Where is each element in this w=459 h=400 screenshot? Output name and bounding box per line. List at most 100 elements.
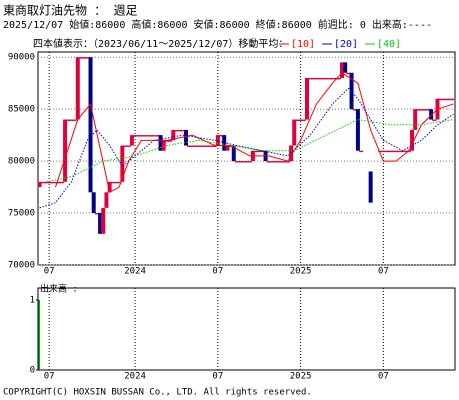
- candle: [285, 161, 290, 163]
- candle: [82, 57, 87, 59]
- candle: [136, 135, 141, 137]
- candle: [212, 145, 217, 147]
- y-tick-label: 90000: [8, 53, 35, 63]
- candle: [260, 150, 265, 153]
- candle: [387, 150, 392, 153]
- candle: [78, 57, 83, 59]
- candle: [107, 181, 112, 193]
- candle: [63, 119, 68, 182]
- candle: [206, 145, 211, 147]
- y-tick-label: 80000: [8, 157, 35, 167]
- candle: [91, 192, 96, 214]
- candle: [139, 135, 144, 137]
- candle: [390, 150, 395, 153]
- candle: [441, 98, 446, 101]
- candle: [324, 77, 329, 80]
- candle: [88, 57, 93, 193]
- candle: [110, 181, 115, 184]
- candle: [295, 119, 300, 121]
- candle: [273, 161, 278, 163]
- candle: [352, 109, 357, 111]
- candle: [397, 150, 402, 153]
- candle: [155, 135, 160, 137]
- y-tick-label: 85000: [8, 105, 35, 115]
- candle: [231, 145, 236, 162]
- candle: [254, 150, 259, 153]
- candle: [301, 119, 306, 121]
- candle: [126, 145, 131, 147]
- y-tick-label: 70000: [8, 261, 35, 271]
- x-tick-label: 2024: [124, 372, 146, 382]
- legend-label: [20]: [334, 39, 358, 50]
- candle: [448, 98, 453, 101]
- legend-label: [40]: [377, 39, 401, 50]
- candle: [145, 135, 150, 137]
- candle: [59, 181, 64, 184]
- candle: [184, 129, 189, 146]
- candle: [209, 145, 214, 147]
- legend-label: [10]: [291, 39, 315, 50]
- candle: [266, 161, 271, 163]
- candle: [171, 129, 176, 141]
- x-tick-label: 07: [212, 267, 223, 277]
- candle: [269, 161, 274, 163]
- candle: [406, 150, 411, 153]
- range-label: 四本値表示：（2023/06/11～2025/12/07）移動平均：: [33, 37, 288, 50]
- candle: [317, 77, 322, 80]
- candle: [410, 129, 415, 151]
- candle: [340, 62, 344, 78]
- candle: [451, 98, 456, 101]
- candle: [416, 109, 421, 111]
- candle: [120, 145, 125, 182]
- main-frame: [37, 51, 456, 266]
- x-tick-label: 07: [44, 372, 55, 382]
- x-tick-label: 2025: [290, 372, 312, 382]
- candle: [37, 181, 42, 188]
- x-tick-label: 07: [378, 267, 389, 277]
- candle: [190, 145, 195, 147]
- candle: [187, 145, 192, 147]
- candle: [98, 213, 103, 234]
- candle: [349, 72, 354, 110]
- moving-average: [39, 87, 454, 209]
- candle: [50, 181, 55, 184]
- candle: [101, 207, 106, 234]
- volume-frame: [37, 287, 456, 371]
- candle: [94, 213, 99, 215]
- footer: COPYRIGHT(C) HOXSIN BUSSAN Co., LTD. All…: [3, 388, 312, 398]
- candle: [177, 129, 182, 132]
- candle: [104, 192, 109, 208]
- candle: [161, 140, 166, 151]
- candle: [244, 161, 249, 163]
- candle: [180, 129, 185, 132]
- candle: [298, 119, 303, 121]
- info-line: 2025/12/07 始値:86000 高値:86000 安値:86000 終値…: [3, 18, 432, 31]
- candle: [174, 129, 179, 132]
- candle: [66, 119, 71, 121]
- candle: [142, 135, 147, 137]
- candle: [247, 161, 252, 163]
- candle: [168, 140, 173, 142]
- candle: [419, 109, 424, 111]
- moving-average: [55, 72, 454, 194]
- candle: [403, 150, 408, 153]
- candle: [257, 150, 262, 153]
- candle: [199, 145, 204, 147]
- volume-tick-label: 1: [30, 296, 35, 306]
- candle: [336, 77, 341, 80]
- candle: [368, 171, 373, 203]
- candle: [129, 135, 134, 146]
- volume-bar: [38, 300, 40, 370]
- candle: [215, 135, 220, 146]
- candle: [193, 145, 198, 147]
- candle: [394, 150, 399, 153]
- candle: [276, 161, 281, 163]
- candle: [311, 77, 316, 80]
- candle: [327, 77, 332, 80]
- candle: [85, 57, 90, 59]
- candle: [56, 181, 61, 184]
- candle: [238, 161, 243, 163]
- volume-tick-label: 0: [30, 366, 35, 376]
- candle: [384, 150, 389, 153]
